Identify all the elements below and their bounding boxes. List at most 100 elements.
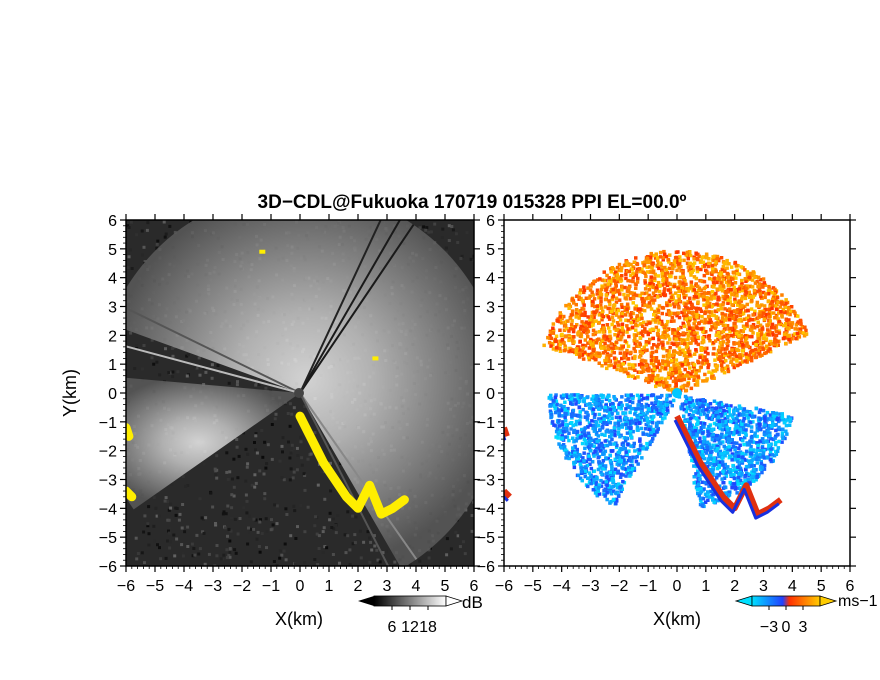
velocity-pixel [650, 295, 654, 299]
velocity-pixel [740, 304, 744, 308]
velocity-pixel [678, 280, 682, 284]
velocity-pixel [642, 396, 646, 401]
velocity-pixel [721, 294, 725, 299]
velocity-pixel [634, 459, 639, 464]
velocity-pixel [554, 435, 558, 439]
velocity-pixel [624, 407, 628, 411]
velocity-pixel [776, 339, 780, 344]
velocity-pixel [645, 283, 649, 288]
noise-pixel [200, 516, 204, 520]
velocity-pixel [723, 307, 727, 311]
velocity-pixel [590, 351, 594, 356]
velocity-pixel [685, 319, 690, 323]
velocity-pixel [697, 254, 701, 259]
velocity-pixel [618, 368, 623, 372]
velocity-pixel [660, 393, 664, 398]
noise-pixel [214, 473, 218, 477]
noise-pixel [210, 363, 214, 367]
velocity-pixel [665, 333, 670, 337]
velocity-pixel [575, 451, 579, 455]
velocity-pixel [637, 395, 642, 399]
velocity-pixel [669, 270, 674, 275]
velocity-pixel [668, 288, 672, 293]
velocity-pixel [657, 377, 661, 381]
velocity-pixel [555, 408, 559, 412]
velocity-pixel [566, 451, 571, 455]
velocity-pixel [570, 310, 575, 314]
noise-pixel [156, 239, 160, 243]
noise-pixel [246, 452, 250, 456]
noise-pixel [370, 548, 374, 552]
velocity-pixel [724, 358, 728, 363]
velocity-pixel [750, 328, 754, 333]
velocity-pixel [638, 342, 642, 347]
velocity-pixel [552, 399, 556, 403]
velocity-pixel [666, 363, 670, 367]
velocity-pixel [757, 336, 762, 341]
velocity-pixel [720, 353, 725, 357]
velocity-pixel [789, 309, 793, 314]
velocity-pixel [599, 299, 603, 304]
velocity-pixel [732, 332, 737, 336]
velocity-pixel [737, 272, 742, 277]
velocity-pixel [670, 367, 675, 371]
noise-pixel [451, 228, 455, 232]
velocity-pixel [592, 297, 597, 301]
velocity-pixel [705, 271, 710, 275]
velocity-pixel [674, 299, 678, 303]
noise-pixel [296, 454, 300, 457]
velocity-pixel [733, 318, 737, 322]
velocity-pixel [691, 338, 695, 343]
noise-pixel [296, 525, 299, 529]
velocity-pixel [614, 501, 618, 506]
velocity-pixel [725, 271, 730, 276]
noise-pixel [245, 499, 249, 503]
velocity-pixel [614, 307, 618, 312]
velocity-pixel [628, 458, 633, 463]
noise-pixel [456, 534, 460, 538]
velocity-pixel [573, 451, 577, 456]
velocity-pixel [667, 384, 672, 388]
velocity-pixel [567, 456, 571, 461]
velocity-pixel [570, 421, 574, 425]
velocity-pixel [676, 327, 681, 331]
velocity-pixel [640, 291, 644, 296]
velocity-pixel [642, 260, 647, 264]
noise-pixel [186, 545, 190, 548]
velocity-pixel [696, 300, 700, 304]
velocity-pixel [629, 435, 634, 439]
noise-pixel [176, 370, 180, 374]
noise-pixel [204, 516, 208, 520]
velocity-pixel [594, 405, 599, 409]
noise-pixel [424, 228, 428, 232]
velocity-pixel [631, 429, 635, 434]
velocity-pixel [692, 331, 697, 335]
velocity-pixel [624, 276, 628, 281]
velocity-pixel [674, 379, 679, 383]
velocity-pixel [634, 286, 638, 290]
velocity-pixel [629, 417, 634, 421]
noise-pixel [228, 470, 232, 474]
velocity-pixel [663, 366, 668, 370]
velocity-pixel [646, 332, 650, 337]
velocity-pixel [694, 309, 699, 313]
velocity-pixel [612, 395, 616, 399]
velocity-pixel [581, 456, 585, 460]
velocity-pixel [596, 455, 600, 460]
noise-pixel [460, 254, 464, 258]
velocity-pixel [730, 283, 735, 287]
velocity-pixel [654, 377, 658, 381]
noise-pixel [235, 445, 239, 449]
velocity-pixel [638, 322, 643, 326]
velocity-pixel [684, 302, 688, 306]
velocity-pixel [751, 350, 755, 355]
velocity-pixel [672, 349, 676, 353]
velocity-pixel [718, 355, 722, 360]
velocity-pixel [594, 481, 599, 486]
velocity-pixel [620, 305, 624, 309]
velocity-pixel [707, 314, 711, 319]
velocity-pixel [577, 297, 581, 301]
velocity-pixel [609, 492, 614, 496]
noise-pixel [260, 429, 264, 432]
velocity-pixel [687, 268, 691, 273]
